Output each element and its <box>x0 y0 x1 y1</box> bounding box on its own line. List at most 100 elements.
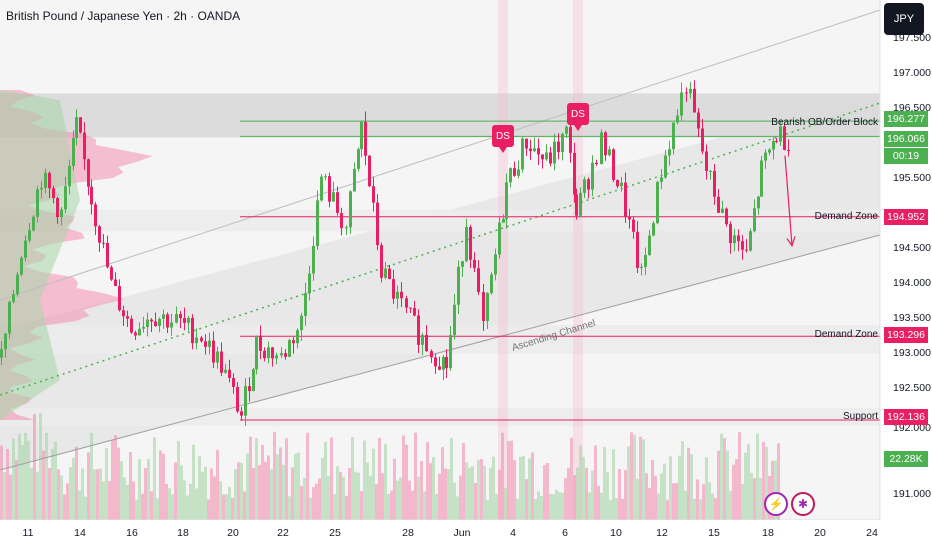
label-order-block: Bearish OB/Order Block <box>771 117 878 128</box>
ds-marker[interactable]: DS <box>492 125 514 153</box>
volume-bar <box>579 445 582 520</box>
candle-body <box>40 187 43 190</box>
y-axis-area <box>880 0 932 550</box>
volume-bar <box>21 445 24 520</box>
candle-body <box>60 209 63 217</box>
uk-flag-icon[interactable]: ✱ <box>791 492 815 516</box>
volume-bar <box>495 493 498 520</box>
volume-bar <box>777 443 780 520</box>
volume-bar <box>633 434 636 520</box>
candle-body <box>259 335 262 351</box>
candle-body <box>430 351 433 358</box>
volume-bar <box>744 452 747 520</box>
candle-body <box>271 347 274 359</box>
candle-body <box>52 188 55 199</box>
volume-bar <box>690 454 693 520</box>
candle-body <box>579 192 582 216</box>
candle-body <box>248 386 251 392</box>
volume-bar <box>657 493 660 520</box>
volume-bar <box>144 468 147 520</box>
candle-body <box>494 254 497 275</box>
volume-bar <box>288 496 291 520</box>
candle-body <box>244 386 247 416</box>
candle-body <box>4 333 7 350</box>
candle-body <box>48 172 51 189</box>
candle-body <box>768 149 771 153</box>
volume-bar <box>453 482 456 520</box>
candle-body <box>236 386 239 412</box>
candle-body <box>421 334 424 345</box>
candle-body <box>517 169 520 176</box>
volume-bar <box>27 440 30 520</box>
volume-bar <box>696 479 699 520</box>
x-tick: 6 <box>562 527 568 539</box>
candle-body <box>705 151 708 172</box>
candle-body <box>425 334 428 352</box>
candle-body <box>616 180 619 187</box>
candle-body <box>604 132 607 156</box>
candle-body <box>275 355 278 359</box>
y-tick: 192.500 <box>893 382 931 394</box>
volume-bar <box>513 460 516 520</box>
volume-tag: 22.28K <box>884 451 928 467</box>
candle-body <box>513 168 516 176</box>
candle-body <box>195 337 198 344</box>
candle-body <box>457 266 460 305</box>
candle-body <box>445 356 448 369</box>
volume-bar <box>519 456 522 520</box>
candle-body <box>689 88 692 94</box>
volume-bar <box>273 431 276 520</box>
volume-bar <box>36 471 39 520</box>
volume-bar <box>174 462 177 520</box>
volume-bar <box>240 463 243 520</box>
volume-bar <box>6 448 9 520</box>
currency-button[interactable]: JPY <box>884 3 924 35</box>
volume-bar <box>510 440 513 520</box>
volume-bar <box>111 439 114 520</box>
volume-bar <box>507 441 510 520</box>
candle-body <box>569 126 572 153</box>
volume-bar <box>108 481 111 520</box>
candle-body <box>753 208 756 232</box>
candle-body <box>729 224 732 244</box>
candle-body <box>737 235 740 242</box>
volume-bar <box>411 490 414 520</box>
channel-band <box>0 95 880 520</box>
volume-bar <box>660 473 663 520</box>
x-tick: 10 <box>610 527 622 539</box>
volume-bar <box>159 450 162 520</box>
candle-body <box>685 92 688 94</box>
volume-bar <box>591 470 594 520</box>
candle-body <box>280 353 283 356</box>
candle-body <box>316 200 319 247</box>
volume-bar <box>201 471 204 520</box>
candle-body <box>749 231 752 251</box>
volume-bar <box>117 447 120 520</box>
volume-bar <box>60 475 63 520</box>
highlight-column <box>573 0 583 520</box>
candle-body <box>591 162 594 190</box>
candle-body <box>216 351 219 363</box>
zone-band <box>0 209 880 232</box>
volume-bar <box>492 456 495 520</box>
volume-bar <box>741 483 744 520</box>
volume-bar <box>135 499 138 520</box>
candle-body <box>162 314 165 319</box>
candle-body <box>660 177 663 182</box>
lightning-icon[interactable]: ⚡ <box>764 492 788 516</box>
candle-body <box>697 112 700 129</box>
candle-body <box>477 268 480 293</box>
volume-bar <box>516 498 519 520</box>
volume-bar <box>438 473 441 520</box>
candle-body <box>332 192 335 202</box>
volume-bar <box>477 460 480 520</box>
volume-bar <box>429 463 432 520</box>
candle-body <box>549 152 552 164</box>
candle-body <box>130 318 133 333</box>
volume-bar <box>543 465 546 520</box>
candle-body <box>328 176 331 202</box>
candle-body <box>583 179 586 193</box>
ds-marker[interactable]: DS <box>567 103 589 131</box>
